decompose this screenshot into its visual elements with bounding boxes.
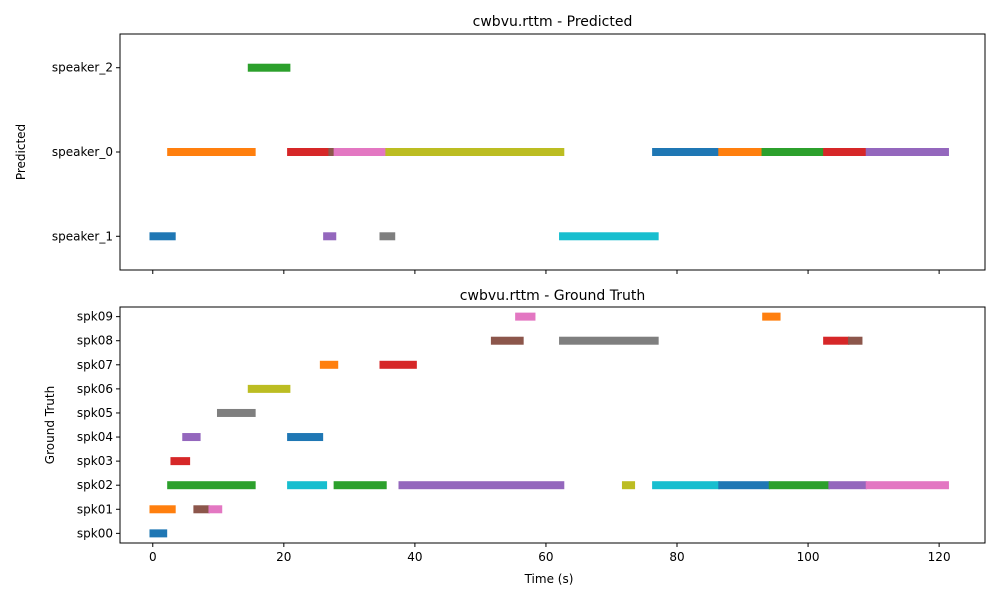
segment-bar-spk03 — [170, 457, 191, 466]
segment-bar-speaker_0 — [287, 148, 330, 156]
segment-bar-speaker_2 — [247, 63, 291, 72]
segment-bar-spk04 — [287, 433, 324, 442]
predicted-panel: cwbvu.rttm - Predicted Predicted speaker… — [14, 14, 986, 274]
segment-bar-spk06 — [247, 384, 291, 393]
x-tick-label: 80 — [669, 550, 684, 564]
segment-bar-spk02 — [768, 481, 830, 490]
x-tick-label: 120 — [928, 550, 951, 564]
y-tick-label: spk00 — [77, 526, 113, 540]
segment-bar-spk02 — [398, 481, 565, 490]
x-tick-label: 0 — [149, 550, 157, 564]
predicted-segments — [149, 63, 949, 241]
x-tick-label: 100 — [797, 550, 820, 564]
ground-truth-xlabel: Time (s) — [524, 572, 574, 586]
segment-bar-spk08 — [490, 336, 524, 345]
segment-bar-spk08 — [559, 336, 659, 345]
predicted-ylabel: Predicted — [14, 124, 28, 180]
segment-bar-spk07 — [319, 360, 339, 369]
y-tick-label: spk06 — [77, 382, 113, 396]
y-tick-label: spk09 — [77, 310, 113, 324]
segment-bar-spk08 — [848, 336, 863, 345]
segment-bar-speaker_1 — [379, 232, 396, 241]
predicted-x-ticks — [152, 270, 940, 274]
segment-bar-spk02 — [287, 481, 328, 490]
segment-bar-spk02 — [718, 481, 771, 490]
segment-bar-spk05 — [216, 408, 256, 417]
segment-bar-speaker_0 — [652, 148, 720, 156]
segment-bar-speaker_0 — [167, 148, 256, 156]
segment-bar-spk01 — [193, 505, 210, 514]
ground-truth-segments — [149, 312, 949, 538]
y-tick-label: speaker_1 — [52, 229, 113, 243]
segment-bar-spk08 — [823, 336, 850, 345]
x-tick-label: 20 — [276, 550, 291, 564]
segment-bar-spk01 — [208, 505, 223, 514]
y-tick-label: speaker_0 — [52, 145, 113, 159]
segment-bar-speaker_0 — [865, 148, 949, 156]
segment-bar-speaker_0 — [761, 148, 825, 156]
segment-bar-speaker_1 — [323, 232, 337, 241]
segment-bar-spk01 — [149, 505, 176, 514]
ground-truth-y-ticks: spk00 spk01 spk02 spk03 spk04 spk05 spk06 spk07… — [77, 310, 120, 540]
segment-bar-spk02 — [333, 481, 387, 490]
x-tick-label: 40 — [407, 550, 422, 564]
y-tick-label: spk04 — [77, 430, 113, 444]
y-tick-label: spk02 — [77, 478, 113, 492]
segment-bar-speaker_0 — [823, 148, 868, 156]
segment-bar-spk02 — [652, 481, 720, 490]
predicted-y-ticks: speaker_1 speaker_0 speaker_2 — [52, 61, 120, 243]
segment-bar-spk02 — [621, 481, 636, 490]
ground-truth-x-ticks: 0 20 40 60 80 100 120 — [149, 543, 951, 564]
x-tick-label: 60 — [538, 550, 553, 564]
ground-truth-plot-area — [119, 306, 986, 544]
y-tick-label: speaker_2 — [52, 61, 113, 75]
segment-bar-speaker_0 — [385, 148, 565, 156]
y-tick-label: spk03 — [77, 454, 113, 468]
segment-bar-spk07 — [379, 360, 417, 369]
y-tick-label: spk08 — [77, 334, 113, 348]
ground-truth-ylabel: Ground Truth — [43, 386, 57, 464]
segment-bar-spk02 — [865, 481, 949, 490]
segment-bar-speaker_0 — [328, 148, 335, 156]
segment-bar-speaker_0 — [718, 148, 763, 156]
segment-bar-spk09 — [762, 312, 781, 321]
segment-bar-speaker_1 — [149, 232, 176, 241]
predicted-title: cwbvu.rttm - Predicted — [473, 14, 633, 30]
segment-bar-spk04 — [182, 433, 201, 442]
ground-truth-title: cwbvu.rttm - Ground Truth — [460, 288, 645, 304]
segment-bar-speaker_1 — [559, 232, 659, 241]
y-tick-label: spk07 — [77, 358, 113, 372]
segment-bar-spk00 — [149, 529, 168, 538]
segment-bar-spk02 — [167, 481, 256, 490]
ground-truth-panel: cwbvu.rttm - Ground Truth Ground Truth T… — [43, 288, 986, 586]
y-tick-label: spk01 — [77, 502, 113, 516]
segment-bar-spk09 — [515, 312, 536, 321]
segment-bar-speaker_0 — [333, 148, 387, 156]
y-tick-label: spk05 — [77, 406, 113, 420]
segment-bar-spk02 — [828, 481, 868, 490]
